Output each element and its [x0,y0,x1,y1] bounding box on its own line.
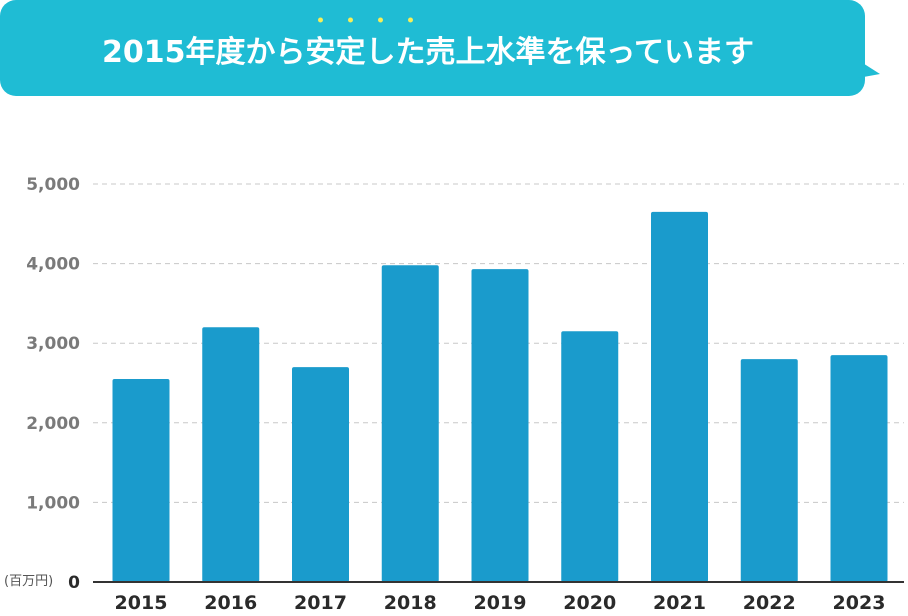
title-banner-tail [858,60,880,78]
x-tick-label: 2022 [743,592,796,614]
emphasis-dot [407,17,413,23]
y-tick-label: 1,000 [26,493,80,513]
x-tick-label: 2023 [833,592,886,614]
emphasis-dot [347,17,353,23]
x-tick-label: 2015 [115,592,168,614]
bar-2020 [561,331,619,582]
bar-2017 [292,367,349,582]
chart-title: 2015年度から安定した売上水準を保っています [102,35,754,70]
bar-2015 [112,379,170,582]
title-banner-background [0,0,865,96]
x-axis-ticks: 2015 2016 2017 2018 2019 2020 2021 2022 2023 [115,592,886,614]
emphasis-dots [317,17,413,23]
title-banner: 2015年度から安定した売上水準を保っています [0,0,880,96]
x-tick-label: 2020 [563,592,616,614]
y-tick-label: 2,000 [26,414,80,434]
y-tick-label: 5,000 [26,175,80,195]
x-tick-label: 2017 [294,592,347,614]
emphasis-dot [317,17,323,23]
y-axis-unit-label: (百万円) [4,574,53,589]
bar-2016 [202,327,260,582]
bar-2023 [830,355,888,582]
bar-2021 [651,211,708,583]
x-tick-label: 2016 [204,592,257,614]
bars [112,211,888,583]
y-axis-ticks: 0 1,000 2,000 3,000 4,000 5,000 [26,175,80,593]
bar-2019 [471,269,529,582]
bar-2022 [740,359,798,582]
emphasis-dot [377,17,383,23]
x-tick-label: 2021 [653,592,706,614]
x-tick-label: 2018 [384,592,437,614]
y-tick-label: 4,000 [26,255,80,275]
y-tick-label-zero: 0 [68,573,80,593]
x-tick-label: 2019 [474,592,527,614]
y-tick-label: 3,000 [26,334,80,354]
bar-2018 [381,265,439,582]
